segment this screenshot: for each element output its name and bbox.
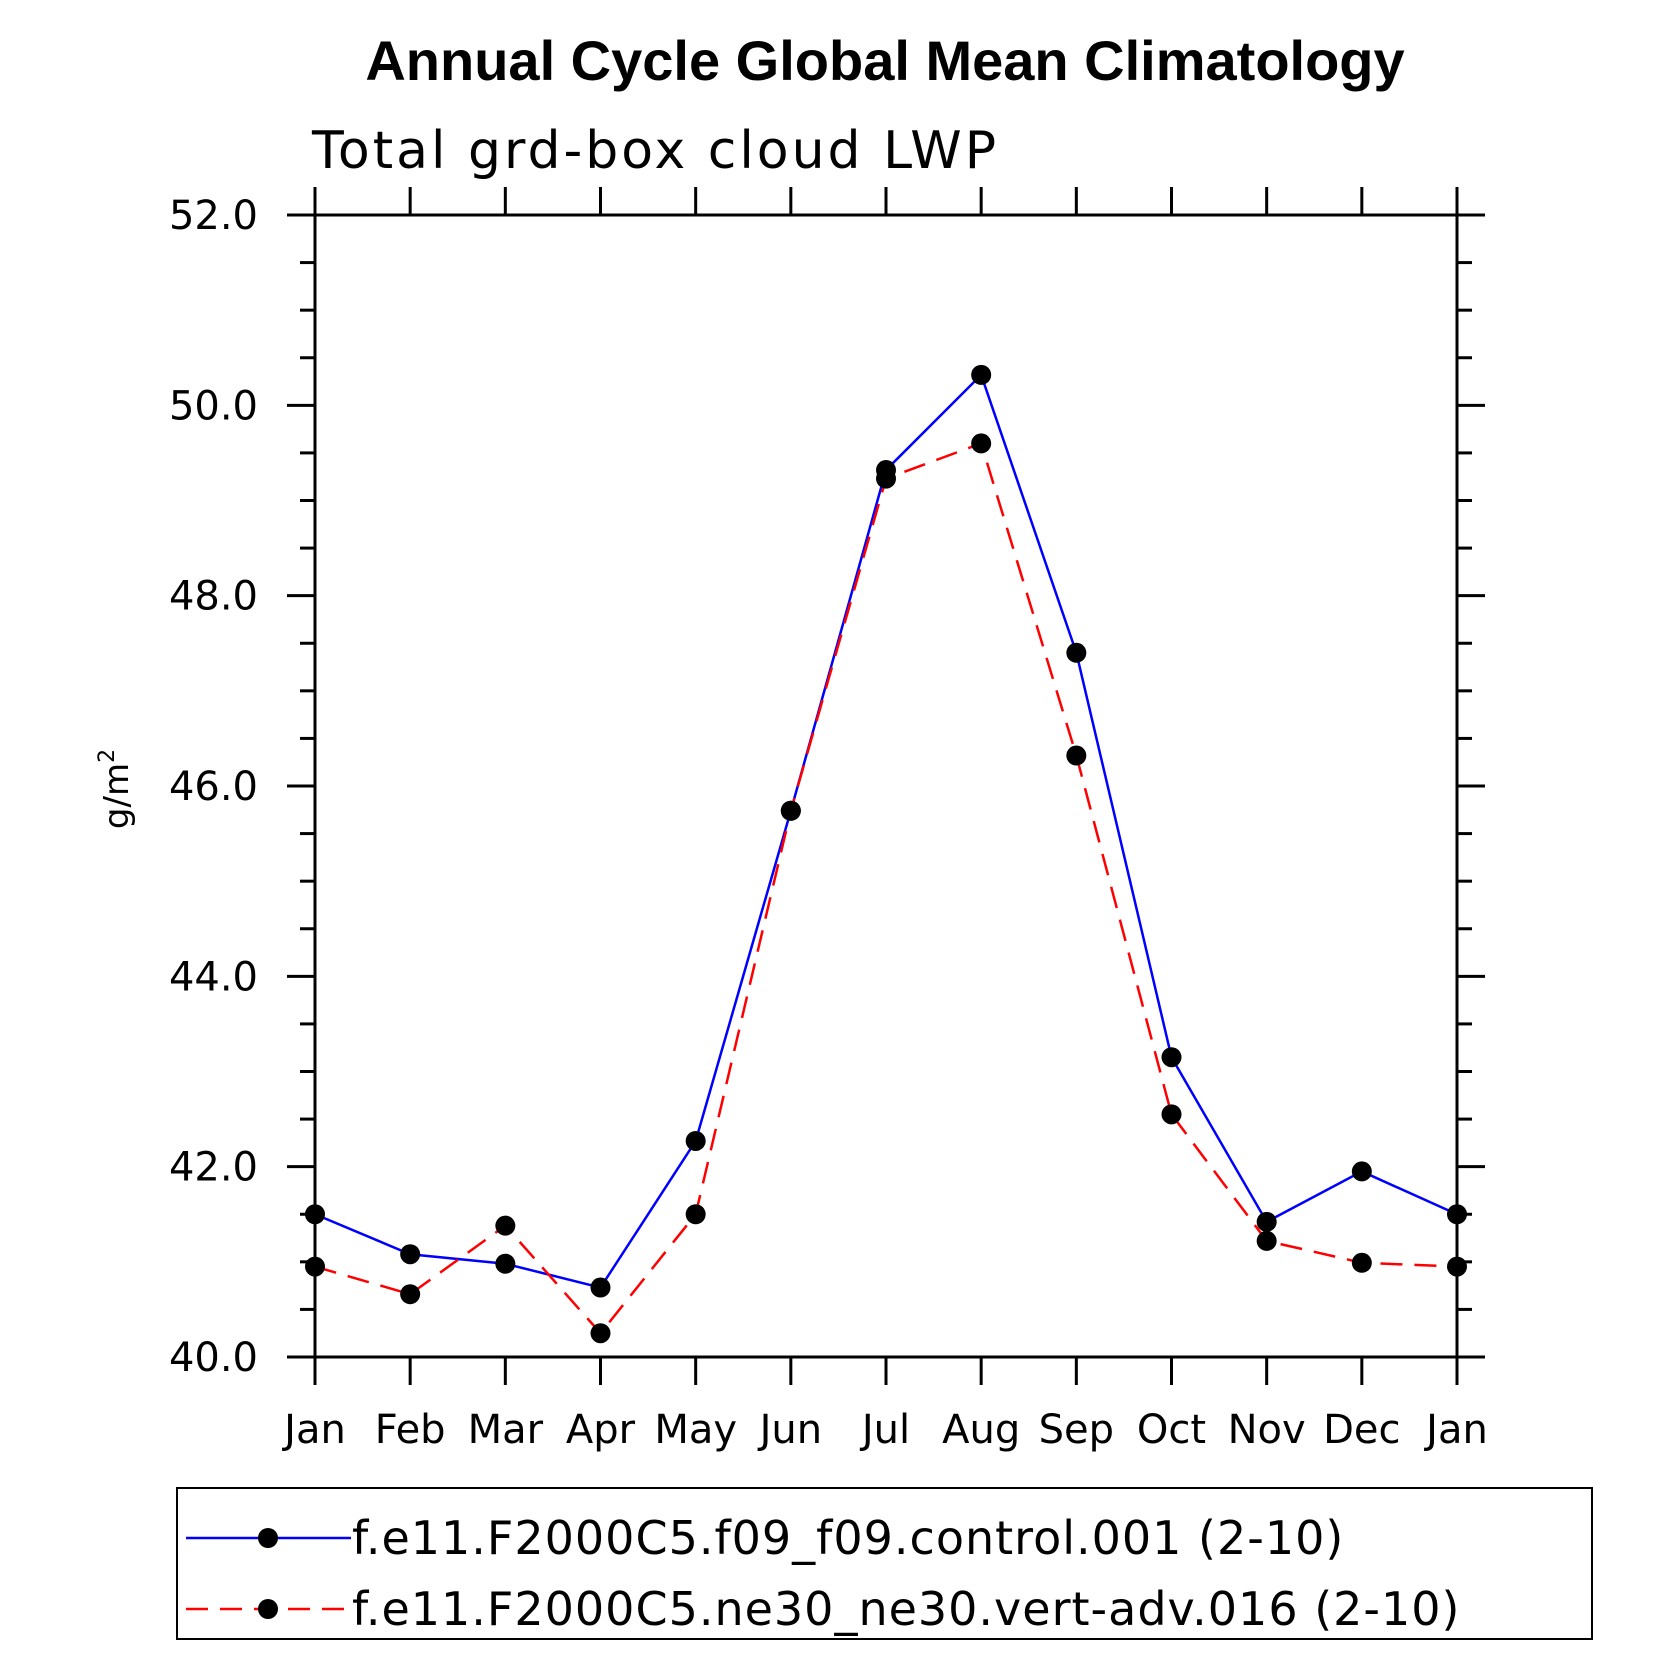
data-point (590, 1323, 611, 1344)
data-point (971, 364, 992, 385)
data-point (876, 468, 896, 489)
legend-item-2: f.e11.F2000C5.ne30_ne30.vert-adv.016 (2-… (186, 1582, 1461, 1636)
x-tick-label: Sep (1039, 1407, 1114, 1453)
y-tick-label: 44.0 (169, 954, 258, 1000)
data-point (1066, 745, 1087, 766)
x-tick-label: Oct (1137, 1407, 1206, 1453)
y-axis-label-text: g/m (97, 763, 137, 829)
axis-ticks (287, 187, 1485, 1385)
legend-item-1: f.e11.F2000C5.f09_f09.control.001 (2-10) (186, 1511, 1344, 1565)
data-point (685, 1204, 706, 1225)
legend-label: f.e11.F2000C5.f09_f09.control.001 (2-10) (352, 1511, 1344, 1565)
y-tick-label: 50.0 (169, 383, 258, 429)
x-tick-label: Jan (1423, 1407, 1488, 1453)
legend-marker (258, 1528, 278, 1548)
series-line (314, 372, 1458, 1289)
data-point (305, 1256, 325, 1277)
data-point (780, 800, 801, 821)
plot-frame (313, 213, 1459, 1359)
x-tick-label: Aug (942, 1407, 1020, 1453)
x-tick-label: Nov (1228, 1407, 1306, 1453)
data-point (1256, 1211, 1277, 1232)
data-point (1447, 1256, 1467, 1277)
x-tick-label: Dec (1323, 1407, 1400, 1453)
svg-text:g/m2: g/m2 (95, 749, 137, 829)
data-point (1066, 642, 1087, 663)
x-tick-label: Jul (859, 1407, 910, 1453)
data-point (1161, 1047, 1182, 1068)
data-point (971, 433, 992, 454)
data-point (495, 1215, 516, 1236)
x-tick-label: May (654, 1407, 737, 1453)
chart-subtitle: Total grd-box cloud LWP (311, 121, 999, 181)
x-tick-labels: Jan Feb Mar Apr May Jun Jul Aug Sep Oct Nov Dec Jan (281, 1407, 1488, 1453)
series-line (314, 441, 1458, 1336)
data-point (1161, 1104, 1182, 1125)
data-point (1447, 1204, 1467, 1225)
x-tick-label: Feb (375, 1407, 446, 1453)
data-point (1351, 1252, 1372, 1273)
legend-marker (258, 1599, 278, 1619)
data-point (590, 1277, 611, 1298)
y-axis-label: g/m2 (95, 749, 137, 829)
legend: f.e11.F2000C5.f09_f09.control.001 (2-10)… (176, 1487, 1593, 1640)
data-point (305, 1204, 325, 1225)
legend-label: f.e11.F2000C5.ne30_ne30.vert-adv.016 (2-… (352, 1582, 1461, 1636)
chart-title: Annual Cycle Global Mean Climatology (365, 29, 1404, 92)
data-point (1351, 1161, 1372, 1182)
y-tick-label: 48.0 (169, 574, 258, 620)
y-axis-label-superscript: 2 (95, 749, 120, 763)
x-tick-label: Apr (566, 1407, 636, 1453)
y-tick-labels: 40.0 42.0 44.0 46.0 48.0 50.0 52.0 (169, 193, 258, 1381)
x-tick-label: Jan (281, 1407, 346, 1453)
data-point (400, 1284, 421, 1305)
y-tick-label: 42.0 (169, 1145, 258, 1191)
y-tick-label: 46.0 (169, 764, 258, 810)
x-tick-label: Mar (468, 1407, 544, 1453)
x-tick-label: Jun (757, 1407, 823, 1453)
series-2 (305, 433, 1467, 1344)
y-tick-label: 52.0 (169, 193, 258, 239)
data-point (400, 1244, 421, 1265)
series-layer (305, 364, 1467, 1344)
y-tick-label: 40.0 (169, 1335, 258, 1381)
legend-box (176, 1487, 1593, 1640)
series-1 (305, 364, 1467, 1298)
data-point (495, 1253, 516, 1274)
data-point (1256, 1230, 1277, 1251)
data-point (685, 1130, 706, 1151)
